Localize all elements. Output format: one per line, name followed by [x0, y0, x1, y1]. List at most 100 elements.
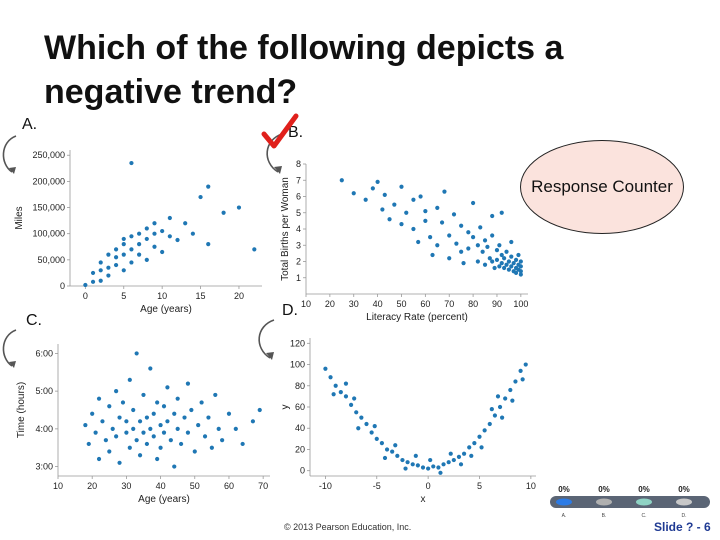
x-tick-label: 60	[420, 299, 430, 309]
x-tick-label: 20	[234, 291, 244, 301]
data-point	[518, 368, 523, 374]
data-point	[413, 453, 418, 458]
data-point	[478, 225, 483, 230]
data-point	[110, 426, 115, 431]
data-point	[175, 237, 180, 243]
data-point	[497, 264, 502, 269]
data-point	[475, 243, 480, 248]
data-point	[100, 419, 105, 424]
data-point	[144, 441, 150, 447]
data-point	[134, 351, 139, 356]
data-point	[379, 440, 385, 446]
poll-option-dot	[556, 498, 572, 506]
y-tick-label: 1	[296, 273, 301, 283]
data-point	[423, 218, 428, 223]
y-tick-label: 4	[296, 224, 301, 234]
data-point	[152, 244, 157, 249]
data-point	[252, 247, 257, 252]
y-tick-label: 200,000	[32, 176, 65, 186]
data-point	[513, 257, 519, 262]
data-point	[151, 434, 156, 439]
data-point	[399, 184, 404, 189]
data-point	[499, 210, 504, 215]
y-axis-label: Miles	[14, 206, 25, 229]
data-point	[513, 270, 519, 275]
data-point	[461, 451, 467, 456]
data-point	[206, 415, 211, 420]
data-point	[509, 254, 514, 259]
data-point	[190, 231, 195, 236]
data-point	[121, 236, 126, 242]
data-point	[435, 205, 440, 210]
data-point	[343, 381, 349, 386]
data-point	[438, 470, 443, 475]
data-point	[508, 387, 513, 393]
x-tick-label: 10	[157, 291, 167, 301]
data-point	[106, 273, 111, 278]
data-point	[387, 217, 392, 222]
data-point	[114, 434, 119, 439]
data-point	[420, 465, 426, 470]
data-point	[442, 189, 447, 194]
y-tick-label: 2	[296, 257, 301, 267]
data-point	[124, 430, 129, 435]
x-tick-label: 10	[53, 481, 63, 491]
data-point	[404, 210, 409, 215]
data-point	[131, 426, 136, 431]
data-point	[458, 462, 464, 467]
x-tick-label: 10	[301, 299, 311, 309]
x-tick-label: 30	[349, 299, 359, 309]
data-point	[382, 192, 387, 197]
x-axis-label: Literacy Rate (percent)	[366, 312, 468, 323]
data-point	[226, 411, 232, 416]
data-point	[518, 269, 523, 274]
data-point	[175, 396, 180, 401]
data-point	[206, 184, 211, 189]
data-point	[83, 422, 88, 428]
pointer-arrow-d	[258, 319, 275, 360]
data-point	[482, 262, 488, 267]
y-tick-label: 0	[300, 466, 305, 476]
y-axis-label: Time (hours)	[16, 382, 27, 438]
data-point	[185, 381, 191, 386]
x-tick-label: 20	[87, 481, 97, 491]
x-tick-label: 20	[325, 299, 335, 309]
data-point	[98, 278, 103, 283]
data-point	[494, 248, 500, 253]
data-point	[129, 247, 134, 252]
x-tick-label: -10	[319, 481, 332, 491]
slide-title: Which of the following depicts a negativ…	[44, 29, 564, 111]
data-point	[364, 421, 369, 427]
data-point	[469, 453, 474, 458]
data-point	[359, 415, 364, 420]
data-point	[121, 252, 126, 257]
poll-percent: 0%	[598, 485, 610, 494]
data-point	[384, 447, 390, 452]
data-point	[152, 231, 157, 236]
y-axis-label: y	[280, 405, 291, 410]
y-tick-label: 150,000	[32, 203, 65, 213]
data-point	[448, 451, 453, 456]
data-point	[148, 366, 153, 371]
data-point	[423, 209, 428, 214]
data-point	[198, 194, 203, 200]
data-point	[374, 436, 379, 441]
data-point	[509, 239, 514, 245]
poll-option-label: D.	[682, 513, 687, 519]
x-tick-label: 40	[156, 481, 166, 491]
data-point	[172, 464, 177, 469]
data-point	[487, 421, 492, 427]
x-tick-label: 70	[258, 481, 268, 491]
data-point	[485, 244, 490, 249]
y-tick-label: 80	[295, 381, 305, 391]
response-counter: Response Counter	[520, 140, 684, 234]
y-tick-label: 120	[290, 338, 305, 348]
data-point	[137, 231, 142, 236]
data-point	[120, 400, 126, 405]
pointer-arrow-a	[2, 135, 17, 174]
poll-results: 0% A. 0% B. 0% C. 0% D.	[550, 485, 710, 519]
data-point	[506, 259, 512, 264]
chart-c-scatter: 10 20 30 40 50 60 70 3:00 4:00 5:00 6:00 Age (years…	[16, 344, 270, 505]
data-point	[490, 213, 495, 219]
